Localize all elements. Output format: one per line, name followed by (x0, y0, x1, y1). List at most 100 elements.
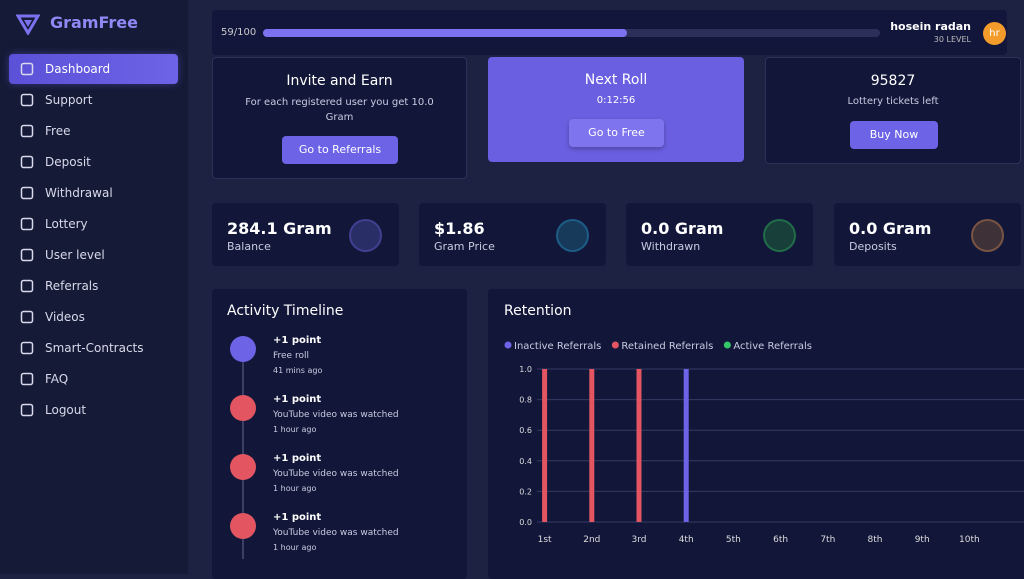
x-tick-label: 9th (915, 535, 930, 545)
card-title: 95827 (870, 73, 916, 89)
menu-icon (20, 62, 34, 76)
free-button[interactable]: Go to Free (569, 119, 664, 147)
x-tick-label: 4th (679, 535, 694, 545)
menu-item[interactable]: Logout (9, 395, 178, 425)
card-title: Invite and Earn (286, 73, 393, 89)
y-tick-label: 0.2 (519, 487, 532, 496)
icon-shape (20, 403, 34, 417)
timeline-icon (230, 513, 256, 539)
chart: Inactive Referrals Retained Referrals Acti… (504, 341, 1024, 545)
timeline-item-time: 1 hour ago (273, 484, 317, 493)
timeline-item-text: Free roll (273, 351, 309, 361)
legend-label: Active Referrals (733, 341, 812, 352)
icon-shape (20, 217, 34, 231)
card-text: Lottery tickets left (847, 96, 939, 107)
menu-item[interactable]: Dashboard (9, 54, 178, 84)
avatar[interactable]: hr (983, 22, 1006, 45)
menu-icon (20, 217, 34, 231)
menu-icon (20, 279, 34, 293)
timeline-item-title: +1 point (273, 512, 322, 523)
stat-card: 0.0 Gram Deposits (834, 203, 1021, 266)
bar (636, 369, 642, 522)
menu-item[interactable]: Referrals (9, 271, 178, 301)
legend-label: Retained Referrals (621, 341, 713, 352)
timeline-item-title: +1 point (273, 453, 322, 464)
user-name: hosein radan (890, 20, 971, 33)
y-tick-label: 1.0 (519, 365, 532, 374)
stat-icon (763, 219, 796, 252)
roll-card: Next Roll 0:12:56 Go to Free (488, 57, 744, 162)
x-tick-label: 8th (868, 535, 883, 545)
user-level: 30 LEVEL (933, 35, 971, 44)
stat-card: 284.1 Gram Balance (212, 203, 399, 266)
icon-shape (20, 310, 34, 324)
menu-item[interactable]: User level (9, 240, 178, 270)
timeline-icon (230, 395, 256, 421)
progress-label: 59/100 (221, 27, 257, 38)
stat-value: $1.86 (434, 219, 485, 238)
icon-shape (20, 155, 34, 169)
timeline-card: Activity Timeline +1 point Free roll 41 mi… (212, 289, 467, 579)
icon-shape (20, 62, 34, 76)
timeline-item-title: +1 point (273, 335, 322, 346)
x-tick-label: 7th (820, 535, 835, 545)
topbar: 59/100 hosein radan 30 LEVEL hr (212, 10, 1007, 55)
timeline-title: Activity Timeline (227, 303, 344, 319)
bar (589, 369, 595, 522)
legend-dot (611, 341, 619, 349)
icon-shape (20, 186, 34, 200)
icon-shape (20, 341, 34, 355)
stat-icon (971, 219, 1004, 252)
timeline-line (242, 344, 244, 559)
menu-icon (20, 403, 34, 417)
referrals-button[interactable]: Go to Referrals (282, 136, 398, 164)
stat-label: Gram Price (434, 240, 495, 253)
logo-icon (16, 14, 40, 35)
icon-shape (20, 124, 34, 138)
progress-fill (263, 29, 628, 37)
x-tick-label: 10th (959, 535, 980, 545)
y-tick-label: 0.4 (519, 457, 532, 466)
buy-button[interactable]: Buy Now (850, 121, 938, 149)
stat-value: 0.0 Gram (849, 219, 932, 238)
timeline-item-text: YouTube video was watched (273, 410, 399, 420)
invite-card: Invite and Earn For each registered user… (212, 57, 467, 179)
menu-item[interactable]: FAQ (9, 364, 178, 394)
stat-label: Balance (227, 240, 271, 253)
y-tick-label: 0.6 (519, 426, 532, 435)
legend-label: Inactive Referrals (514, 341, 601, 352)
stat-label: Withdrawn (641, 240, 701, 253)
timeline-item-time: 1 hour ago (273, 425, 317, 434)
progress-track (263, 29, 880, 37)
timeline-item-text: YouTube video was watched (273, 469, 399, 479)
menu-item[interactable]: Deposit (9, 147, 178, 177)
menu-item[interactable]: Lottery (9, 209, 178, 239)
menu-item[interactable]: Smart-Contracts (9, 333, 178, 363)
menu-icon (20, 372, 34, 386)
x-tick-label: 3rd (632, 535, 647, 545)
timeline-icon (230, 454, 256, 480)
menu-icon (20, 186, 34, 200)
x-tick-label: 1st (538, 535, 552, 545)
brand: GramFree (50, 13, 138, 32)
bar (542, 369, 548, 522)
menu-item[interactable]: Videos (9, 302, 178, 332)
menu-item[interactable]: Withdrawal (9, 178, 178, 208)
menu-icon (20, 341, 34, 355)
lottery-card: 95827 Lottery tickets left Buy Now (765, 57, 1021, 164)
stat-card: 0.0 Gram Withdrawn (626, 203, 813, 266)
icon-shape (20, 279, 34, 293)
chart-title: Retention (504, 303, 572, 319)
menu-icon (20, 155, 34, 169)
stat-icon (349, 219, 382, 252)
timeline-item-text: YouTube video was watched (273, 528, 399, 538)
timeline-icon (230, 336, 256, 362)
bar (683, 369, 689, 522)
menu-item[interactable]: Free (9, 116, 178, 146)
x-tick-label: 6th (773, 535, 788, 545)
menu-item[interactable]: Support (9, 85, 178, 115)
menu-icon (20, 248, 34, 262)
card-title: Next Roll (584, 72, 648, 88)
timeline-item-time: 41 mins ago (273, 366, 323, 375)
